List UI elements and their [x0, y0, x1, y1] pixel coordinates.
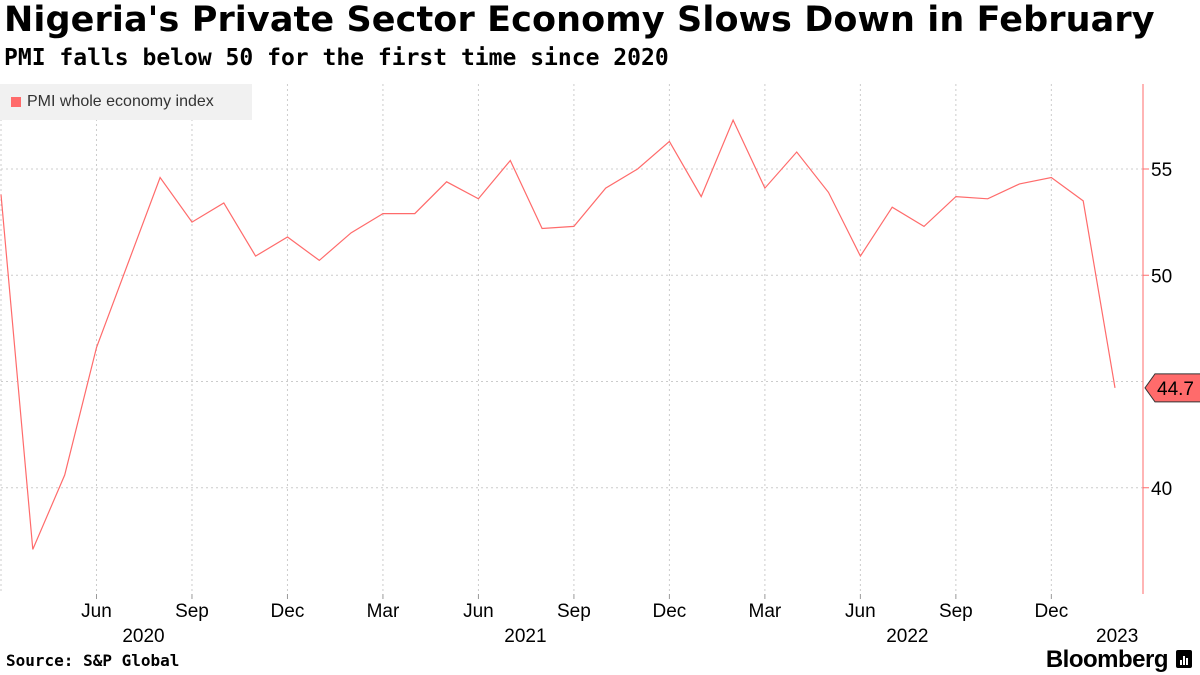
data-point: [381, 212, 384, 215]
x-year-label: 2022: [886, 626, 928, 647]
data-point: [1082, 199, 1085, 202]
x-tick-label: Dec: [1034, 601, 1068, 622]
data-point: [923, 225, 926, 228]
data-point: [1114, 386, 1117, 389]
x-tick-label: Sep: [175, 601, 209, 622]
data-point: [31, 548, 34, 551]
x-tick-label: Dec: [271, 601, 305, 622]
x-tick-label: Jun: [81, 601, 112, 622]
pmi-series-points: [0, 119, 1117, 551]
data-point: [350, 231, 353, 234]
x-tick-label: Sep: [557, 601, 591, 622]
x-axis-labels: Jun 2020 Sep Dec Mar Jun 2021 Sep Dec Mar Jun 2022 S…: [81, 594, 1138, 647]
data-point: [763, 187, 766, 190]
last-value-tag: [1144, 373, 1200, 403]
data-point: [63, 474, 66, 477]
x-tick-label: Jun: [845, 601, 876, 622]
last-value-callout: 44.7: [1144, 373, 1200, 403]
y-tick-label: 55: [1151, 160, 1172, 181]
data-point: [604, 187, 607, 190]
data-point: [222, 202, 225, 205]
data-point: [572, 225, 575, 228]
legend-swatch: [11, 97, 21, 107]
x-tick-label: Mar: [749, 601, 782, 622]
data-point: [1050, 176, 1053, 179]
data-point: [954, 195, 957, 198]
data-point: [413, 212, 416, 215]
data-point: [95, 346, 98, 349]
y-tick-label: 50: [1151, 266, 1172, 287]
bloomberg-logo: Bloomberg: [1045, 646, 1169, 673]
data-point: [445, 180, 448, 183]
data-point: [127, 261, 130, 264]
data-point: [318, 259, 321, 262]
legend-label: PMI whole economy index: [27, 93, 214, 110]
x-tick-label: Sep: [939, 601, 973, 622]
x-tick-label: Dec: [653, 601, 687, 622]
horizontal-gridlines: [1, 168, 1143, 489]
y-axis-ticks: 40 50 55: [1143, 160, 1172, 500]
data-point: [668, 140, 671, 143]
data-point: [827, 191, 830, 194]
data-point: [477, 197, 480, 200]
data-point: [0, 193, 3, 196]
vertical-gridlines: [0, 84, 1052, 594]
data-point: [159, 176, 162, 179]
chart-title: Nigeria's Private Sector Economy Slows D…: [4, 0, 1155, 40]
x-year-label: 2021: [504, 626, 546, 647]
last-value-label: 44.7: [1157, 379, 1194, 400]
y-tick-label: 40: [1151, 479, 1172, 500]
bloomberg-chart-icon: [1176, 650, 1192, 668]
data-point: [190, 221, 193, 224]
data-point: [859, 255, 862, 258]
chart-subtitle: PMI falls below 50 for the first time si…: [4, 45, 669, 71]
x-tick-label: Mar: [367, 601, 400, 622]
data-point: [541, 227, 544, 230]
pmi-series-line: [0, 118, 1116, 550]
data-point: [891, 206, 894, 209]
source-note: Source: S&P Global: [6, 651, 180, 670]
data-point: [795, 151, 798, 154]
data-point: [636, 168, 639, 171]
x-year-label: 2020: [122, 626, 164, 647]
data-point: [732, 119, 735, 122]
data-point: [1018, 182, 1021, 185]
data-point: [700, 195, 703, 198]
legend: PMI whole economy index: [0, 84, 252, 120]
data-point: [254, 255, 257, 258]
data-point: [509, 159, 512, 162]
data-point: [286, 236, 289, 239]
x-year-label: 2023: [1096, 626, 1138, 647]
data-point: [986, 197, 989, 200]
x-tick-label: Jun: [463, 601, 494, 622]
